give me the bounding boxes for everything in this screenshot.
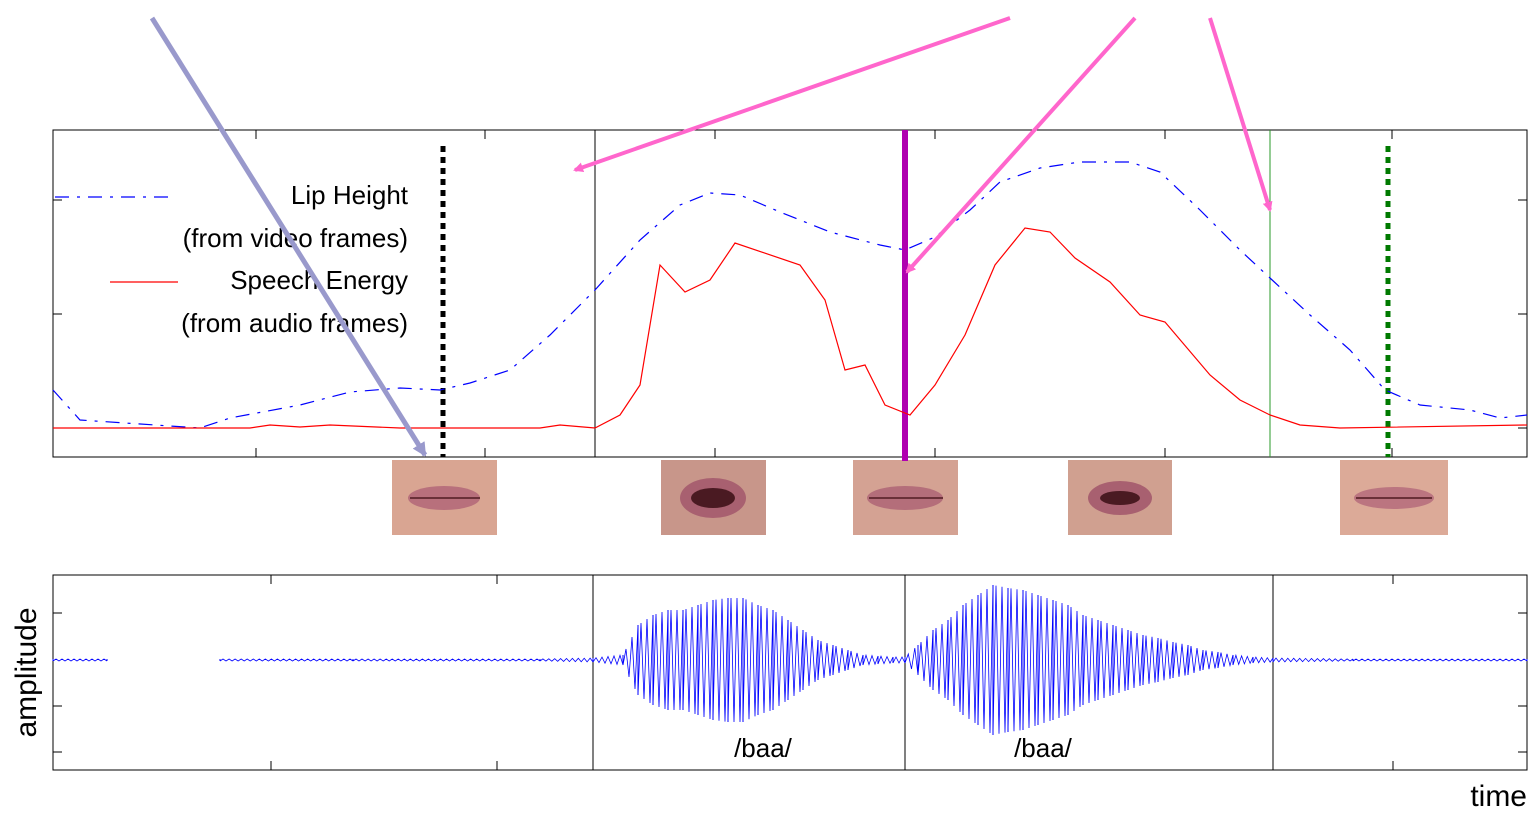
- lip-images: [392, 460, 1448, 535]
- waveform-fill: [878, 656, 893, 664]
- legend-label: Lip Height: [291, 180, 409, 210]
- waveform-fill: [993, 586, 1008, 735]
- waveform-fill: [978, 585, 993, 733]
- annotation: /baa/: [734, 733, 793, 763]
- waveform-fill: [893, 657, 905, 663]
- waveform-fill: [848, 651, 863, 670]
- waveform-fill: [818, 641, 833, 680]
- waveform-fill: [1083, 616, 1098, 705]
- waveform-fill: [773, 612, 788, 710]
- waveform-fill: [728, 598, 743, 722]
- waveform-fill: [1158, 639, 1173, 682]
- waveform-fill: [863, 655, 878, 665]
- waveform-fill: [1203, 650, 1218, 670]
- waveform-fill: [948, 605, 963, 712]
- page: {"chart_data": [ {"type": "line", "xlim"…: [0, 0, 1533, 820]
- waveform-fill: [540, 658, 593, 662]
- waveform-fill: [1173, 643, 1188, 678]
- lip-image: [661, 460, 766, 535]
- waveform-fill: [743, 599, 758, 722]
- waveform-fill: [833, 646, 848, 675]
- waveform-fill: [1273, 658, 1353, 662]
- waveform-fill: [758, 606, 773, 715]
- waveform-fill: [963, 595, 978, 723]
- waveform-fill: [353, 659, 540, 661]
- waveform-fill: [803, 632, 818, 690]
- waveform-fill: [1253, 657, 1273, 663]
- lip-image: [1340, 460, 1448, 535]
- waveform-fill: [1128, 631, 1143, 690]
- waveform-fill: [1188, 646, 1203, 675]
- lip-image: [853, 460, 958, 535]
- waveform-fill: [698, 600, 713, 719]
- waveform-fill: [1008, 588, 1023, 732]
- waveform-fill: [653, 610, 668, 709]
- lip-image: [392, 460, 497, 535]
- waveform-fill: [1143, 636, 1158, 685]
- waveform-fill: [53, 659, 107, 661]
- waveform-fill: [1113, 626, 1128, 695]
- annotation: /baa/: [1014, 733, 1073, 763]
- lip-image: [1068, 460, 1172, 535]
- arrow: [575, 18, 1010, 170]
- waveform-fill: [905, 648, 918, 675]
- y-axis-label: amplitude: [10, 607, 43, 737]
- arrow: [907, 18, 1135, 272]
- waveform-fill: [1098, 621, 1113, 700]
- waveform-fill: [1068, 607, 1083, 715]
- waveform-fill: [1023, 591, 1038, 730]
- waveform-fill: [1038, 596, 1053, 725]
- x-axis-label: time: [1470, 780, 1527, 813]
- waveform-fill: [933, 620, 948, 698]
- waveform-fill: [1053, 601, 1068, 720]
- waveform-fill: [713, 598, 728, 722]
- waveform-fill: [788, 622, 803, 700]
- waveform-fill: [1353, 659, 1527, 661]
- waveform-fill: [683, 605, 698, 714]
- legend-source: (from audio frames): [181, 308, 408, 338]
- waveform-fill: [593, 655, 623, 665]
- waveform-fill: [638, 615, 653, 703]
- waveform-fill: [1233, 655, 1253, 665]
- figure: Lip Height(from video frames)Speech Ener…: [0, 0, 1533, 815]
- legend-label: Speech Energy: [230, 265, 408, 295]
- waveform-fill: [918, 630, 933, 687]
- arrow: [1210, 18, 1270, 210]
- series-line: [53, 162, 1527, 428]
- waveform-fill: [1218, 653, 1233, 668]
- waveform-fill: [220, 659, 353, 661]
- waveform-fill: [668, 610, 683, 710]
- waveform-fill: [623, 625, 638, 689]
